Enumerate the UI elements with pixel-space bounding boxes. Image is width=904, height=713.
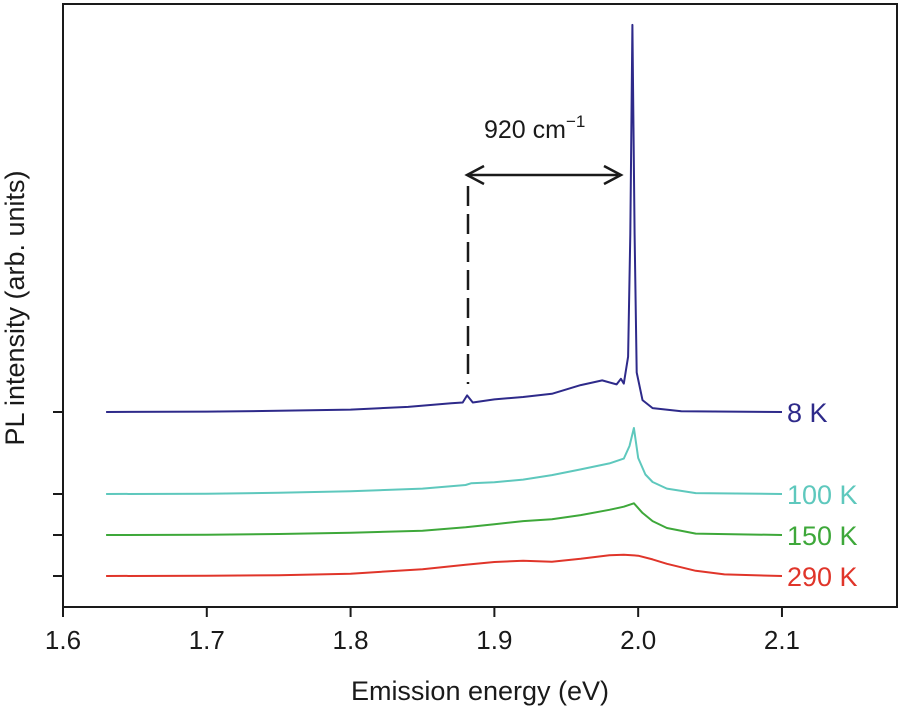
- x-tick-label: 1.7: [189, 625, 225, 655]
- plot-frame: [62, 3, 898, 608]
- annotation-label: 920 cm−1: [484, 112, 585, 144]
- arrow-head-right-icon: [603, 164, 624, 186]
- x-axis-ticks: 1.6 1.7 1.8 1.9 2.0 2.1: [45, 607, 800, 655]
- series-line-8-k: [106, 23, 783, 413]
- arrow-head-left-icon: [464, 164, 485, 186]
- x-tick-label: 2.0: [620, 625, 656, 655]
- series-line-100-k: [106, 427, 783, 495]
- phonon-annotation: 920 cm−1: [464, 112, 624, 384]
- x-tick-label: 1.8: [333, 625, 369, 655]
- x-tick-label: 1.9: [476, 625, 512, 655]
- series-label-150-k: 150 K: [787, 521, 858, 551]
- series-line-290-k: [106, 553, 783, 577]
- x-axis-label: Emission energy (eV): [351, 676, 609, 706]
- series-line-150-k: [106, 502, 783, 536]
- y-axis-label: PL intensity (arb. units): [0, 170, 30, 445]
- x-tick-label: 2.1: [764, 625, 800, 655]
- x-tick-label: 1.6: [45, 625, 81, 655]
- series-lines: [106, 23, 783, 577]
- series-label-100-k: 100 K: [787, 480, 858, 510]
- series-label-290-k: 290 K: [787, 562, 858, 592]
- series-label-8-k: 8 K: [787, 398, 828, 428]
- series-labels: 8 K 100 K 150 K 290 K: [787, 398, 858, 592]
- y-axis-ticks: [53, 411, 63, 577]
